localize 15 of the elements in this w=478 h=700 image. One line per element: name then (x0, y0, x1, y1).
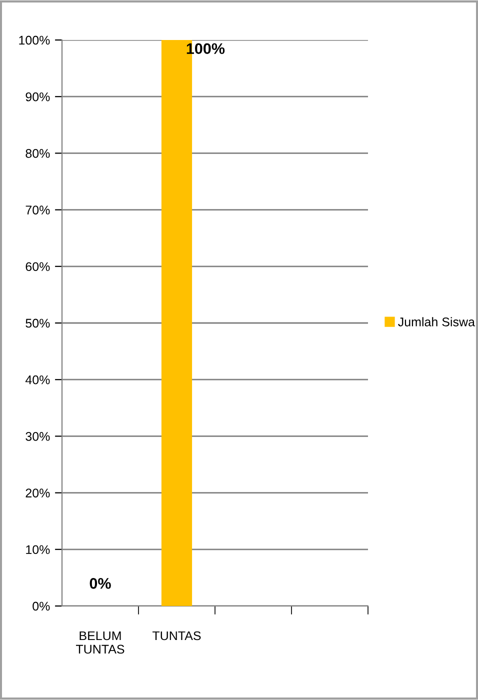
y-tick-label: 70% (26, 206, 50, 214)
y-tick-label: 40% (25, 375, 50, 384)
y-tick-label: 80% (26, 149, 50, 158)
y-tick-label: 100% (19, 36, 50, 45)
data-label: 0% (90, 578, 111, 589)
y-tick-label: 60% (26, 262, 50, 272)
x-tick-label: BELUM TUNTAS (76, 631, 124, 654)
y-tick-label: 0% (32, 602, 50, 611)
x-tick-label: TUNTAS (152, 631, 201, 640)
y-tick-label: 30% (26, 432, 50, 441)
legend-label: Jumlah Siswa (398, 317, 475, 326)
y-tick-label: 90% (26, 92, 50, 102)
y-tick-label: 10% (26, 545, 50, 554)
y-tick-label: 20% (26, 488, 50, 498)
y-tick-label: 50% (26, 318, 50, 328)
